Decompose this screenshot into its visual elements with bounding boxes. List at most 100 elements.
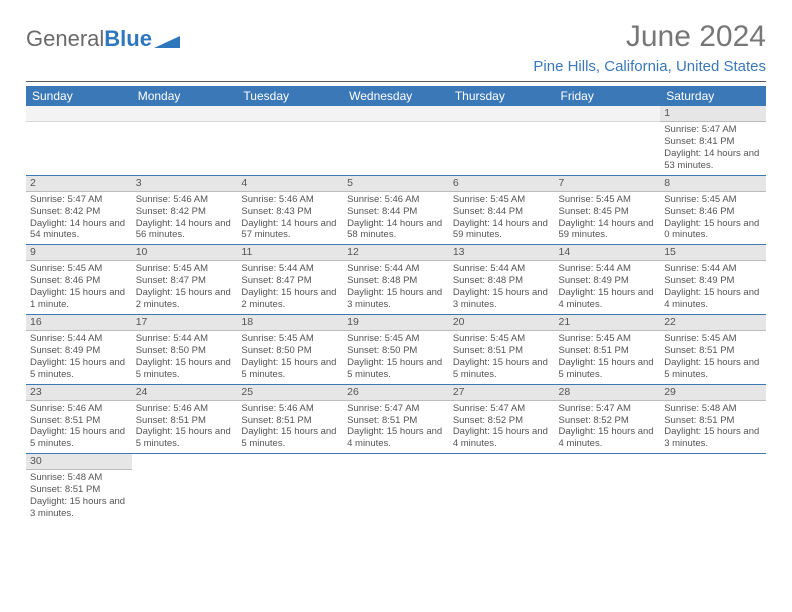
daylight-line: Daylight: 15 hours and 5 minutes. — [30, 357, 128, 381]
sunrise-line: Sunrise: 5:46 AM — [241, 194, 339, 206]
day-number: 18 — [237, 315, 343, 331]
calendar-day-cell: 22Sunrise: 5:45 AMSunset: 8:51 PMDayligh… — [660, 314, 766, 384]
brand-part1: General — [26, 26, 104, 52]
sunset-line: Sunset: 8:42 PM — [30, 206, 128, 218]
daylight-line: Daylight: 15 hours and 5 minutes. — [664, 357, 762, 381]
calendar-day-cell: 23Sunrise: 5:46 AMSunset: 8:51 PMDayligh… — [26, 384, 132, 454]
sunset-line: Sunset: 8:44 PM — [453, 206, 551, 218]
sunrise-line: Sunrise: 5:48 AM — [664, 403, 762, 415]
calendar-day-cell: 25Sunrise: 5:46 AMSunset: 8:51 PMDayligh… — [237, 384, 343, 454]
daylight-line: Daylight: 14 hours and 53 minutes. — [664, 148, 762, 172]
calendar-day-cell: 7Sunrise: 5:45 AMSunset: 8:45 PMDaylight… — [555, 175, 661, 245]
calendar-empty-cell — [555, 454, 661, 523]
sunrise-line: Sunrise: 5:44 AM — [453, 263, 551, 275]
header-bar: GeneralBlue June 2024 Pine Hills, Califo… — [26, 20, 766, 75]
day-number: 9 — [26, 245, 132, 261]
day-number-empty — [343, 106, 449, 122]
daylight-line: Daylight: 15 hours and 1 minute. — [30, 287, 128, 311]
calendar-empty-cell — [26, 106, 132, 175]
sunrise-line: Sunrise: 5:45 AM — [453, 194, 551, 206]
sunset-line: Sunset: 8:46 PM — [664, 206, 762, 218]
weekday-header: Thursday — [449, 86, 555, 106]
sunset-line: Sunset: 8:41 PM — [664, 136, 762, 148]
weekday-header: Sunday — [26, 86, 132, 106]
daylight-line: Daylight: 14 hours and 59 minutes. — [559, 218, 657, 242]
sunset-line: Sunset: 8:49 PM — [559, 275, 657, 287]
calendar-empty-cell — [449, 106, 555, 175]
day-body: Sunrise: 5:46 AMSunset: 8:42 PMDaylight:… — [132, 192, 238, 245]
calendar-empty-cell — [343, 106, 449, 175]
day-number: 29 — [660, 385, 766, 401]
day-number: 19 — [343, 315, 449, 331]
day-number: 4 — [237, 176, 343, 192]
calendar-day-cell: 19Sunrise: 5:45 AMSunset: 8:50 PMDayligh… — [343, 314, 449, 384]
daylight-line: Daylight: 15 hours and 5 minutes. — [241, 426, 339, 450]
calendar-day-cell: 2Sunrise: 5:47 AMSunset: 8:42 PMDaylight… — [26, 175, 132, 245]
calendar-day-cell: 28Sunrise: 5:47 AMSunset: 8:52 PMDayligh… — [555, 384, 661, 454]
calendar-empty-cell — [132, 106, 238, 175]
day-number: 28 — [555, 385, 661, 401]
day-number: 2 — [26, 176, 132, 192]
calendar-row: 2Sunrise: 5:47 AMSunset: 8:42 PMDaylight… — [26, 175, 766, 245]
sunset-line: Sunset: 8:43 PM — [241, 206, 339, 218]
daylight-line: Daylight: 15 hours and 4 minutes. — [453, 426, 551, 450]
day-number: 11 — [237, 245, 343, 261]
day-body: Sunrise: 5:45 AMSunset: 8:51 PMDaylight:… — [449, 331, 555, 384]
day-number: 24 — [132, 385, 238, 401]
calendar-day-cell: 26Sunrise: 5:47 AMSunset: 8:51 PMDayligh… — [343, 384, 449, 454]
sunrise-line: Sunrise: 5:45 AM — [559, 194, 657, 206]
calendar-body: 1Sunrise: 5:47 AMSunset: 8:41 PMDaylight… — [26, 106, 766, 523]
day-body: Sunrise: 5:46 AMSunset: 8:51 PMDaylight:… — [237, 401, 343, 454]
calendar-day-cell: 30Sunrise: 5:48 AMSunset: 8:51 PMDayligh… — [26, 454, 132, 523]
sunset-line: Sunset: 8:49 PM — [664, 275, 762, 287]
location-text: Pine Hills, California, United States — [533, 58, 766, 75]
sunset-line: Sunset: 8:47 PM — [136, 275, 234, 287]
calendar-day-cell: 16Sunrise: 5:44 AMSunset: 8:49 PMDayligh… — [26, 314, 132, 384]
day-number: 12 — [343, 245, 449, 261]
day-number: 22 — [660, 315, 766, 331]
daylight-line: Daylight: 15 hours and 5 minutes. — [559, 357, 657, 381]
day-number: 26 — [343, 385, 449, 401]
day-body: Sunrise: 5:44 AMSunset: 8:47 PMDaylight:… — [237, 261, 343, 314]
sunset-line: Sunset: 8:51 PM — [241, 415, 339, 427]
sunset-line: Sunset: 8:51 PM — [30, 484, 128, 496]
sunset-line: Sunset: 8:48 PM — [347, 275, 445, 287]
calendar-day-cell: 9Sunrise: 5:45 AMSunset: 8:46 PMDaylight… — [26, 245, 132, 315]
calendar-day-cell: 13Sunrise: 5:44 AMSunset: 8:48 PMDayligh… — [449, 245, 555, 315]
sunrise-line: Sunrise: 5:44 AM — [241, 263, 339, 275]
sunset-line: Sunset: 8:47 PM — [241, 275, 339, 287]
sunset-line: Sunset: 8:50 PM — [347, 345, 445, 357]
day-body: Sunrise: 5:45 AMSunset: 8:50 PMDaylight:… — [237, 331, 343, 384]
calendar-row: 16Sunrise: 5:44 AMSunset: 8:49 PMDayligh… — [26, 314, 766, 384]
sunset-line: Sunset: 8:49 PM — [30, 345, 128, 357]
day-number: 7 — [555, 176, 661, 192]
day-number: 13 — [449, 245, 555, 261]
day-body: Sunrise: 5:46 AMSunset: 8:43 PMDaylight:… — [237, 192, 343, 245]
brand-logo: GeneralBlue — [26, 26, 180, 52]
sunrise-line: Sunrise: 5:44 AM — [559, 263, 657, 275]
day-number: 21 — [555, 315, 661, 331]
calendar-day-cell: 24Sunrise: 5:46 AMSunset: 8:51 PMDayligh… — [132, 384, 238, 454]
sunrise-line: Sunrise: 5:47 AM — [664, 124, 762, 136]
day-number: 8 — [660, 176, 766, 192]
day-body: Sunrise: 5:45 AMSunset: 8:46 PMDaylight:… — [26, 261, 132, 314]
day-body: Sunrise: 5:44 AMSunset: 8:49 PMDaylight:… — [26, 331, 132, 384]
sunrise-line: Sunrise: 5:47 AM — [453, 403, 551, 415]
calendar-empty-cell — [237, 454, 343, 523]
daylight-line: Daylight: 14 hours and 56 minutes. — [136, 218, 234, 242]
daylight-line: Daylight: 15 hours and 4 minutes. — [559, 287, 657, 311]
day-body: Sunrise: 5:47 AMSunset: 8:51 PMDaylight:… — [343, 401, 449, 454]
sunrise-line: Sunrise: 5:45 AM — [559, 333, 657, 345]
day-number: 25 — [237, 385, 343, 401]
sunrise-line: Sunrise: 5:46 AM — [347, 194, 445, 206]
day-body: Sunrise: 5:45 AMSunset: 8:47 PMDaylight:… — [132, 261, 238, 314]
sunset-line: Sunset: 8:50 PM — [241, 345, 339, 357]
day-number-empty — [132, 106, 238, 122]
sunset-line: Sunset: 8:44 PM — [347, 206, 445, 218]
day-body: Sunrise: 5:45 AMSunset: 8:51 PMDaylight:… — [660, 331, 766, 384]
day-body: Sunrise: 5:47 AMSunset: 8:41 PMDaylight:… — [660, 122, 766, 175]
daylight-line: Daylight: 15 hours and 5 minutes. — [453, 357, 551, 381]
weekday-header: Wednesday — [343, 86, 449, 106]
sunset-line: Sunset: 8:50 PM — [136, 345, 234, 357]
day-number: 15 — [660, 245, 766, 261]
